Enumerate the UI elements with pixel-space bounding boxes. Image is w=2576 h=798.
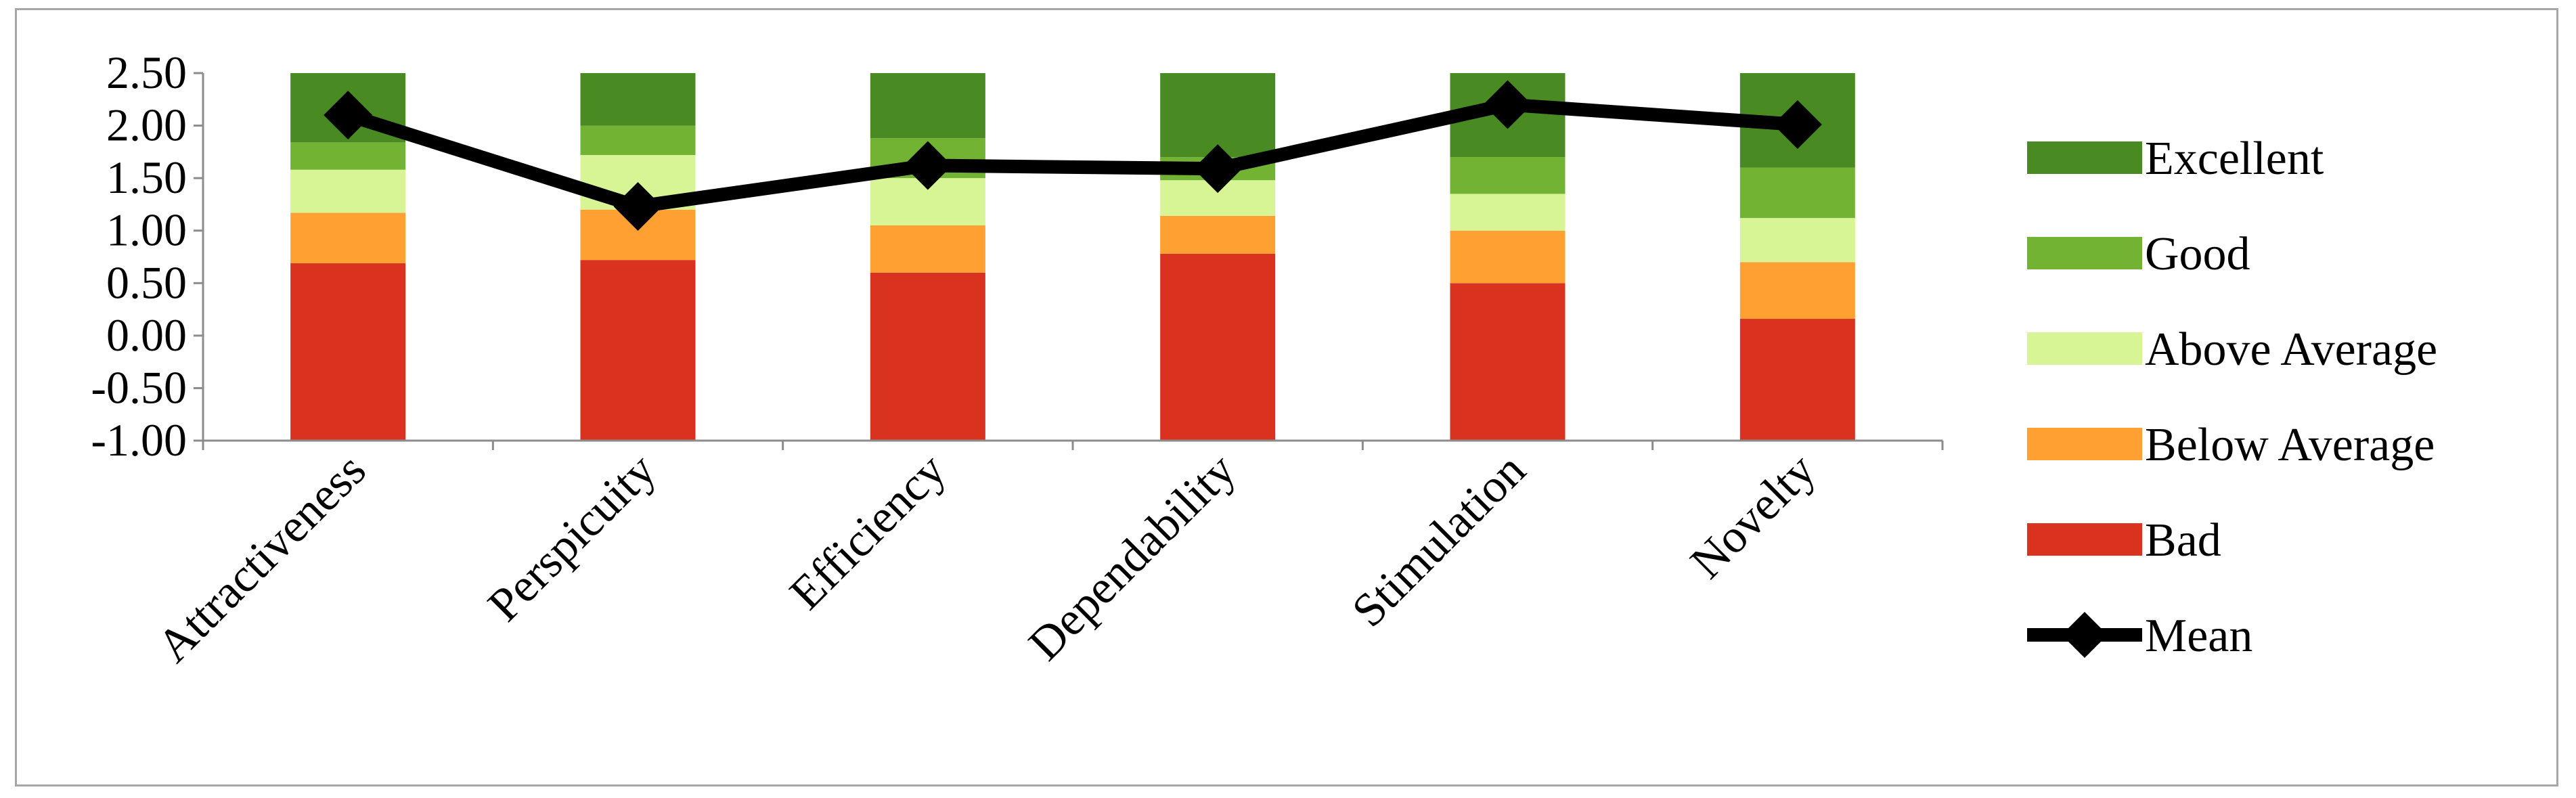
bar-bad-efficiency (870, 272, 985, 441)
bar-excellent-perspicuity (580, 73, 696, 126)
legend-label-above-average: Above Average (2145, 324, 2437, 376)
bar-below-average-novelty (1739, 262, 1855, 319)
y-tick-label: 2.50 (106, 47, 187, 98)
bar-bad-stimulation (1450, 283, 1565, 441)
bar-below-average-efficiency (870, 225, 985, 273)
bar-above-average-attractiveness (290, 169, 406, 213)
bar-bad-perspicuity (580, 260, 696, 441)
mean-point-perspicuity (613, 182, 663, 231)
legend-swatch-below-average (2027, 428, 2142, 460)
y-tick-label: 1.00 (106, 204, 187, 256)
mean-point-stimulation (1483, 80, 1532, 129)
bar-above-average-novelty (1739, 218, 1855, 263)
mean-series-line (346, 97, 1798, 214)
x-category-label: Dependability (1019, 444, 1246, 671)
bar-below-average-attractiveness (290, 213, 406, 263)
legend-label-bad: Bad (2145, 514, 2221, 567)
bar-bad-attractiveness (290, 263, 406, 441)
bar-excellent-efficiency (870, 73, 985, 139)
bar-bad-dependability (1160, 253, 1276, 441)
y-tick-label: 0.50 (106, 257, 187, 308)
y-tick-label: -1.00 (91, 414, 187, 466)
bar-bad-novelty (1739, 319, 1855, 441)
legend-layer: Excellent Good Above Average Below Average B… (2027, 133, 2437, 662)
bar-above-average-stimulation (1450, 194, 1565, 231)
legend-label-mean: Mean (2145, 610, 2252, 662)
bar-good-perspicuity (580, 125, 696, 156)
y-tick-label: 2.00 (106, 99, 187, 151)
mean-layer (324, 80, 1822, 231)
legend-label-excellent: Excellent (2145, 133, 2324, 185)
legend-swatch-above-average (2027, 332, 2142, 365)
legend-label-below-average: Below Average (2145, 419, 2435, 471)
y-tick-label: 0.00 (106, 309, 187, 361)
y-tick-label: 1.50 (106, 152, 187, 203)
legend-swatch-bad (2027, 523, 2142, 556)
x-category-label: Perspicuity (479, 444, 666, 631)
bars-layer (290, 73, 1855, 441)
x-category-label: Efficiency (780, 444, 956, 620)
mean-point-novelty (1773, 100, 1822, 150)
y-tick-label: -0.50 (91, 361, 187, 413)
bar-good-attractiveness (290, 142, 406, 170)
bar-good-stimulation (1450, 157, 1565, 194)
legend-swatch-mean-marker (2062, 612, 2108, 658)
mean-point-efficiency (903, 141, 952, 190)
legend-label-good: Good (2145, 228, 2250, 280)
x-category-label: Attractiveness (148, 444, 376, 673)
bar-good-novelty (1739, 167, 1855, 219)
legend-swatch-excellent (2027, 141, 2142, 174)
x-category-label: Stimulation (1342, 444, 1535, 637)
mean-point-attractiveness (324, 91, 373, 140)
bar-below-average-stimulation (1450, 230, 1565, 284)
mean-point-dependability (1193, 144, 1243, 194)
x-category-label: Novelty (1681, 444, 1825, 589)
bar-below-average-dependability (1160, 215, 1276, 254)
legend-swatch-good (2027, 237, 2142, 269)
bar-excellent-dependability (1160, 73, 1276, 158)
